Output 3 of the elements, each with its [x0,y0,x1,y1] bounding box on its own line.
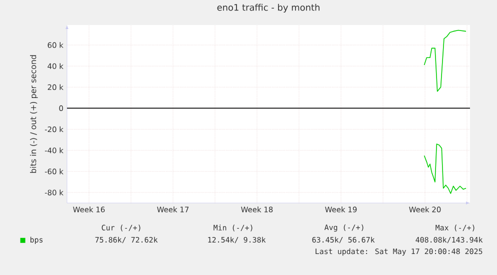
chart-title: eno1 traffic - by month [217,4,320,13]
line-series [424,144,466,194]
line-series [424,30,466,92]
